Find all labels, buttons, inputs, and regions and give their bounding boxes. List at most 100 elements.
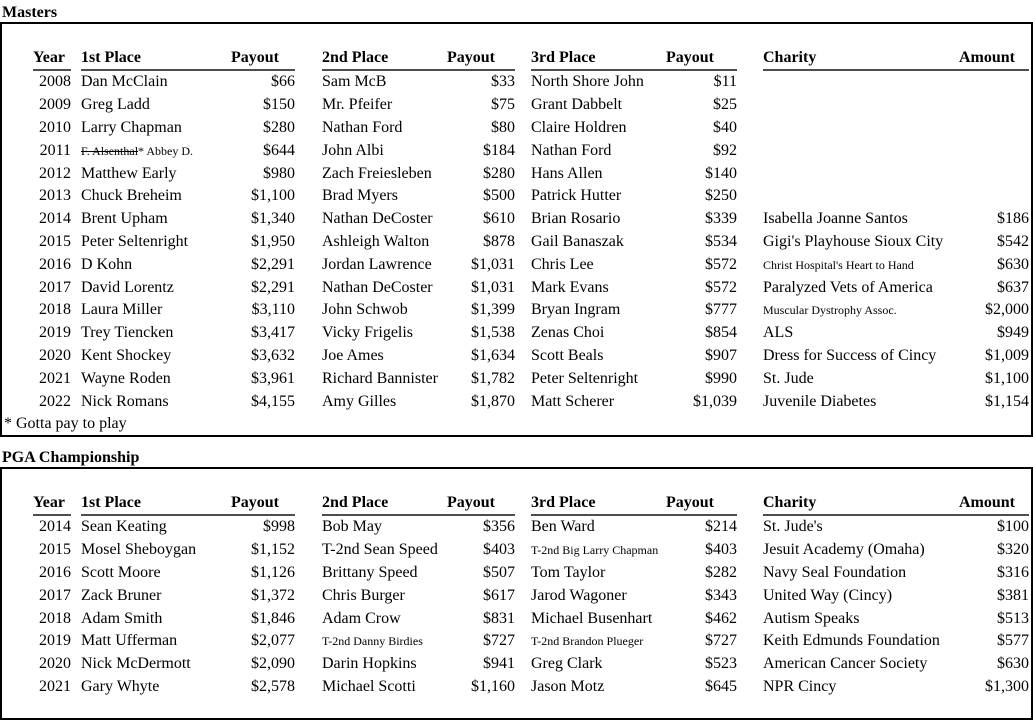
cell-spacer (515, 117, 531, 140)
cell-amount: $637 (997, 278, 1029, 296)
cell-year: 2008 (39, 73, 71, 91)
cell-payout: $644 (263, 141, 295, 159)
cell-spacer (737, 162, 763, 185)
cell-payout: $2,291 (251, 278, 295, 296)
cell-payout: $280 (263, 118, 295, 136)
cell-amount (959, 139, 1029, 162)
cell-spacer (737, 345, 763, 368)
cell-payout: $907 (705, 346, 737, 364)
cell-third-place: Mark Evans (531, 278, 609, 296)
cell-year: 2020 (39, 346, 71, 364)
cell-payout: $2,077 (251, 632, 295, 650)
cell-year: 2017 (39, 278, 71, 296)
cell-payout: $500 (483, 187, 515, 205)
cell-spacer (737, 299, 763, 322)
cell-third-place: Bryan Ingram (531, 301, 621, 319)
cell-spacer (71, 390, 81, 413)
cell-payout: $990 (705, 369, 737, 387)
cell-second-place: Sam McB (322, 73, 387, 91)
cell-year: 2022 (39, 392, 71, 410)
masters-footnote: * Gotta pay to play (4, 414, 127, 432)
masters-table: Year 1st Place Payout 2nd Place Payout 3rd Pl… (33, 24, 1029, 413)
header-first-place: 1st Place (81, 468, 231, 516)
cell-third-place: T-2nd Brandon Plueger (531, 634, 644, 649)
cell-first-place: Greg Ladd (81, 96, 150, 114)
section-title-pga: PGA Championship (2, 448, 140, 466)
cell-payout: $250 (705, 187, 737, 205)
cell-year: 2019 (39, 324, 71, 342)
cell-spacer (515, 276, 531, 299)
table-row: 2021 Wayne Roden $3,961 Richard Bannister $1… (33, 367, 1029, 390)
cell-spacer (295, 322, 322, 345)
cell-second-place: Michael Scotti (322, 677, 416, 695)
cell-spacer (71, 276, 81, 299)
cell-second-place: John Schwob (322, 301, 408, 319)
cell-spacer (71, 253, 81, 276)
cell-first-place: Sean Keating (81, 518, 167, 536)
header-spacer (515, 24, 531, 70)
header-payout: Payout (666, 24, 737, 71)
cell-second-place: Ashleigh Walton (322, 232, 430, 250)
cell-payout: $1,100 (251, 187, 295, 205)
cell-second-place: T-2nd Sean Speed (322, 541, 438, 559)
cell-charity: St. Jude (763, 369, 814, 387)
cell-third-place: Patrick Hutter (531, 187, 622, 205)
table-row: 2010 Larry Chapman $280 Nathan Ford $80 Clair… (33, 117, 1029, 140)
cell-spacer (295, 276, 322, 299)
header-charity: Charity (763, 24, 959, 71)
cell-spacer (71, 94, 81, 117)
cell-spacer (515, 139, 531, 162)
cell-year: 2014 (39, 518, 71, 536)
cell-charity: Autism Speaks (763, 609, 860, 627)
cell-payout: $1,372 (251, 586, 295, 604)
cell-first-place: Adam Smith (81, 609, 163, 627)
header-payout: Payout (447, 24, 515, 71)
cell-third-place: Tom Taylor (531, 563, 606, 581)
cell-spacer (515, 653, 531, 676)
cell-payout: $1,340 (251, 210, 295, 228)
table-row: 2017 Zack Bruner $1,372 Chris Burger $617 Jar… (33, 584, 1029, 607)
cell-payout: $617 (483, 586, 515, 604)
cell-spacer (737, 390, 763, 413)
cell-second-place: Nathan Ford (322, 118, 403, 136)
cell-third-place: Claire Holdren (531, 118, 627, 136)
cell-charity: Isabella Joanne Santos (763, 210, 908, 228)
cell-third-place: Brian Rosario (531, 210, 621, 228)
cell-third-place: Zenas Choi (531, 324, 605, 342)
cell-spacer (295, 539, 322, 562)
cell-year: 2015 (39, 541, 71, 559)
cell-charity (763, 162, 959, 185)
table-row: 2022 Nick Romans $4,155 Amy Gilles $1,870 Mat… (33, 390, 1029, 413)
pga-table: Year 1st Place Payout 2nd Place Payout 3rd Pl… (33, 468, 1029, 698)
cell-spacer (737, 139, 763, 162)
cell-first-place: Matt Ufferman (81, 632, 178, 650)
cell-payout: $66 (271, 73, 295, 91)
table-row: 2009 Greg Ladd $150 Mr. Pfeifer $75 Grant Dab… (33, 94, 1029, 117)
cell-first-place: Wayne Roden (81, 369, 171, 387)
cell-payout: $610 (483, 210, 515, 228)
cell-payout: $2,090 (251, 655, 295, 673)
cell-spacer (515, 390, 531, 413)
table-row: 2018 Adam Smith $1,846 Adam Crow $831 Michael… (33, 607, 1029, 630)
cell-charity (763, 70, 959, 94)
cell-spacer (295, 299, 322, 322)
table-row: 2014 Brent Upham $1,340 Nathan DeCoster $610… (33, 208, 1029, 231)
header-third-place: 3rd Place (531, 24, 666, 71)
cell-amount: $381 (997, 586, 1029, 604)
cell-third-place: Chris Lee (531, 255, 594, 273)
cell-charity (763, 185, 959, 208)
cell-payout: $184 (483, 141, 515, 159)
cell-year: 2015 (39, 232, 71, 250)
cell-spacer (737, 367, 763, 390)
cell-spacer (71, 231, 81, 254)
cell-payout: $343 (705, 586, 737, 604)
cell-year: 2020 (39, 655, 71, 673)
cell-third-place: Jarod Wagoner (531, 586, 627, 604)
cell-first-place: Mosel Sheboygan (81, 541, 197, 559)
table-row: 2020 Kent Shockey $3,632 Joe Ames $1,634 Scot… (33, 345, 1029, 368)
cell-spacer (295, 607, 322, 630)
cell-spacer (71, 299, 81, 322)
cell-first-place: Laura Miller (81, 301, 163, 319)
cell-first-place: F. Alsenthal* Abbey D. (81, 143, 194, 158)
cell-payout: $1,039 (693, 392, 737, 410)
